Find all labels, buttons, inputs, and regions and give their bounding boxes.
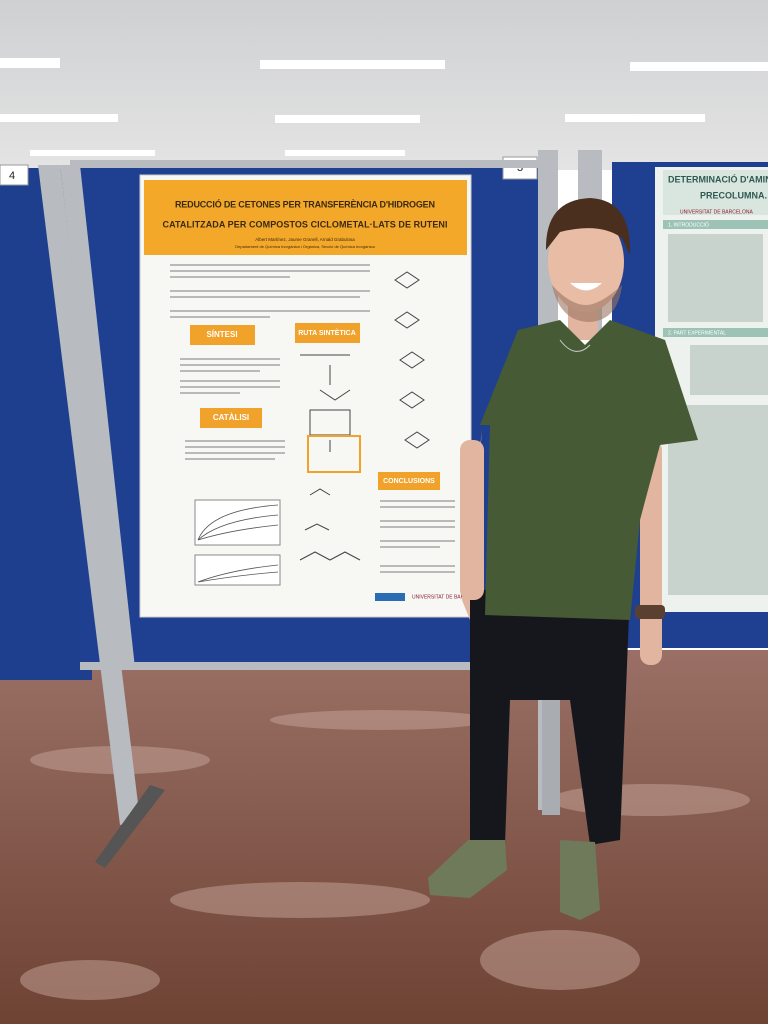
section-heading: 1. INTRODUCCIÓ	[668, 221, 709, 228]
right-poster-title: DETERMINACIÓ D'AMINES BIÒG	[668, 173, 768, 184]
section-label-boxes	[190, 323, 440, 490]
right-poster-body	[668, 234, 768, 595]
right-poster-header	[663, 170, 768, 215]
shirt	[480, 320, 698, 620]
hair	[545, 198, 631, 255]
section-bar	[663, 220, 768, 229]
poster-title: CATALITZADA PER COMPOSTOS CICLOMETAL·LAT…	[163, 219, 448, 229]
molecule-drawings	[299, 271, 430, 561]
pants	[470, 590, 630, 845]
board-number-tab	[0, 164, 29, 186]
beard	[552, 285, 622, 322]
section-heading: RUTA SINTÈTICA	[298, 328, 356, 337]
board-foot	[95, 785, 165, 868]
section-heading: 2. PART EXPERIMENTAL	[668, 330, 726, 336]
poster-logo: UNIVERSITAT DE BARCELONA	[412, 594, 485, 600]
right-poster-title: PRECOLUMNA. APLICACI	[700, 190, 768, 200]
smile	[570, 283, 602, 291]
watch	[635, 605, 665, 619]
poster-text-lines	[170, 264, 455, 573]
person	[428, 198, 698, 920]
poster-authors: Albert Martínez, Jaume Granell, Arnald G…	[255, 237, 355, 242]
poster-title: REDUCCIÓ DE CETONES PER TRANSFERÈNCIA D'…	[175, 198, 435, 209]
poster-header	[144, 180, 467, 255]
section-heading: SÍNTESI	[206, 330, 237, 339]
section-heading: CONCLUSIONS	[383, 478, 435, 485]
left-shoe	[428, 840, 507, 898]
poster-plots	[194, 499, 281, 586]
ceiling	[0, 0, 768, 170]
board-number: 4	[9, 170, 15, 182]
plot-curves	[197, 504, 279, 583]
left-arm	[460, 440, 484, 600]
right-shoe	[560, 840, 600, 920]
face	[548, 212, 624, 312]
section-heading: CATÀLISI	[213, 413, 249, 422]
poster-department: Departament de Química Inorgànica i Orgà…	[235, 244, 375, 249]
section-bar	[663, 328, 768, 337]
logo-block	[375, 593, 405, 601]
necklace	[559, 339, 591, 352]
ceiling-lights	[0, 58, 768, 156]
highlight-box	[307, 435, 361, 473]
right-poster-logo: UNIVERSITAT DE BARCELONA	[680, 209, 753, 215]
